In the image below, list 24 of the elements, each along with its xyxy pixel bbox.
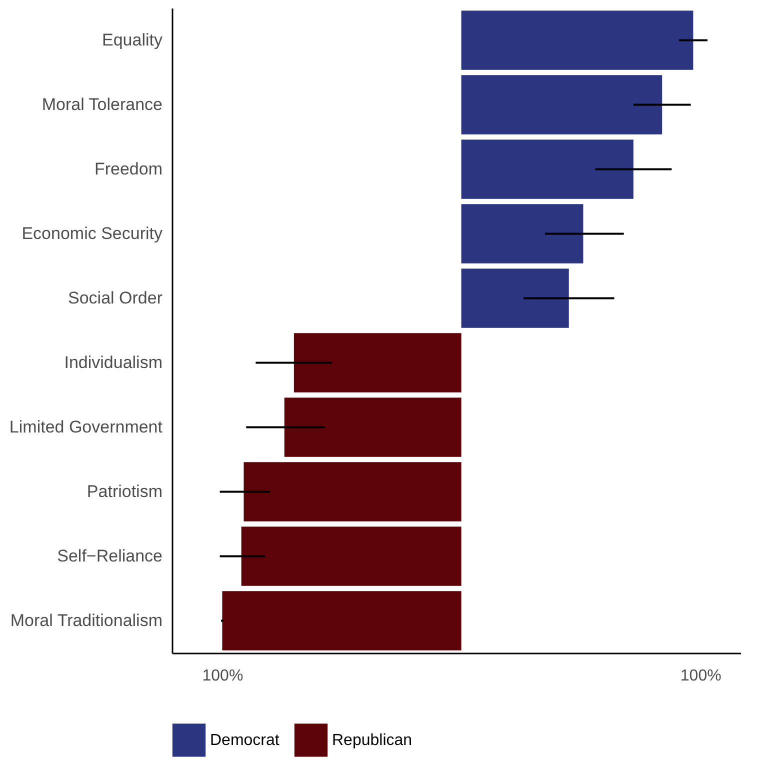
y-tick-label: Limited Government — [9, 417, 163, 436]
y-tick-label: Self−Reliance — [57, 546, 162, 566]
y-tick-label: Moral Traditionalism — [10, 610, 162, 630]
y-tick-label: Patriotism — [86, 482, 162, 501]
bar — [294, 333, 462, 392]
bar — [284, 398, 462, 457]
y-tick-label: Individualism — [64, 352, 162, 372]
bar — [461, 204, 584, 264]
bar — [461, 75, 662, 134]
x-tick-label: 100% — [202, 668, 244, 684]
legend-label: Democrat — [210, 732, 280, 750]
bar — [244, 462, 462, 522]
y-tick-label: Economic Security — [22, 224, 163, 243]
y-tick-label: Equality — [102, 30, 163, 50]
x-tick-label: 100% — [680, 668, 722, 684]
legend-label: Republican — [332, 732, 412, 750]
y-tick-label: Social Order — [68, 288, 163, 308]
bar — [461, 140, 634, 199]
bar — [461, 268, 569, 328]
bar — [461, 10, 694, 70]
y-tick-label: Freedom — [94, 159, 162, 178]
y-tick-label: Moral Tolerance — [42, 94, 162, 114]
bar — [241, 526, 462, 586]
bar — [222, 591, 462, 650]
